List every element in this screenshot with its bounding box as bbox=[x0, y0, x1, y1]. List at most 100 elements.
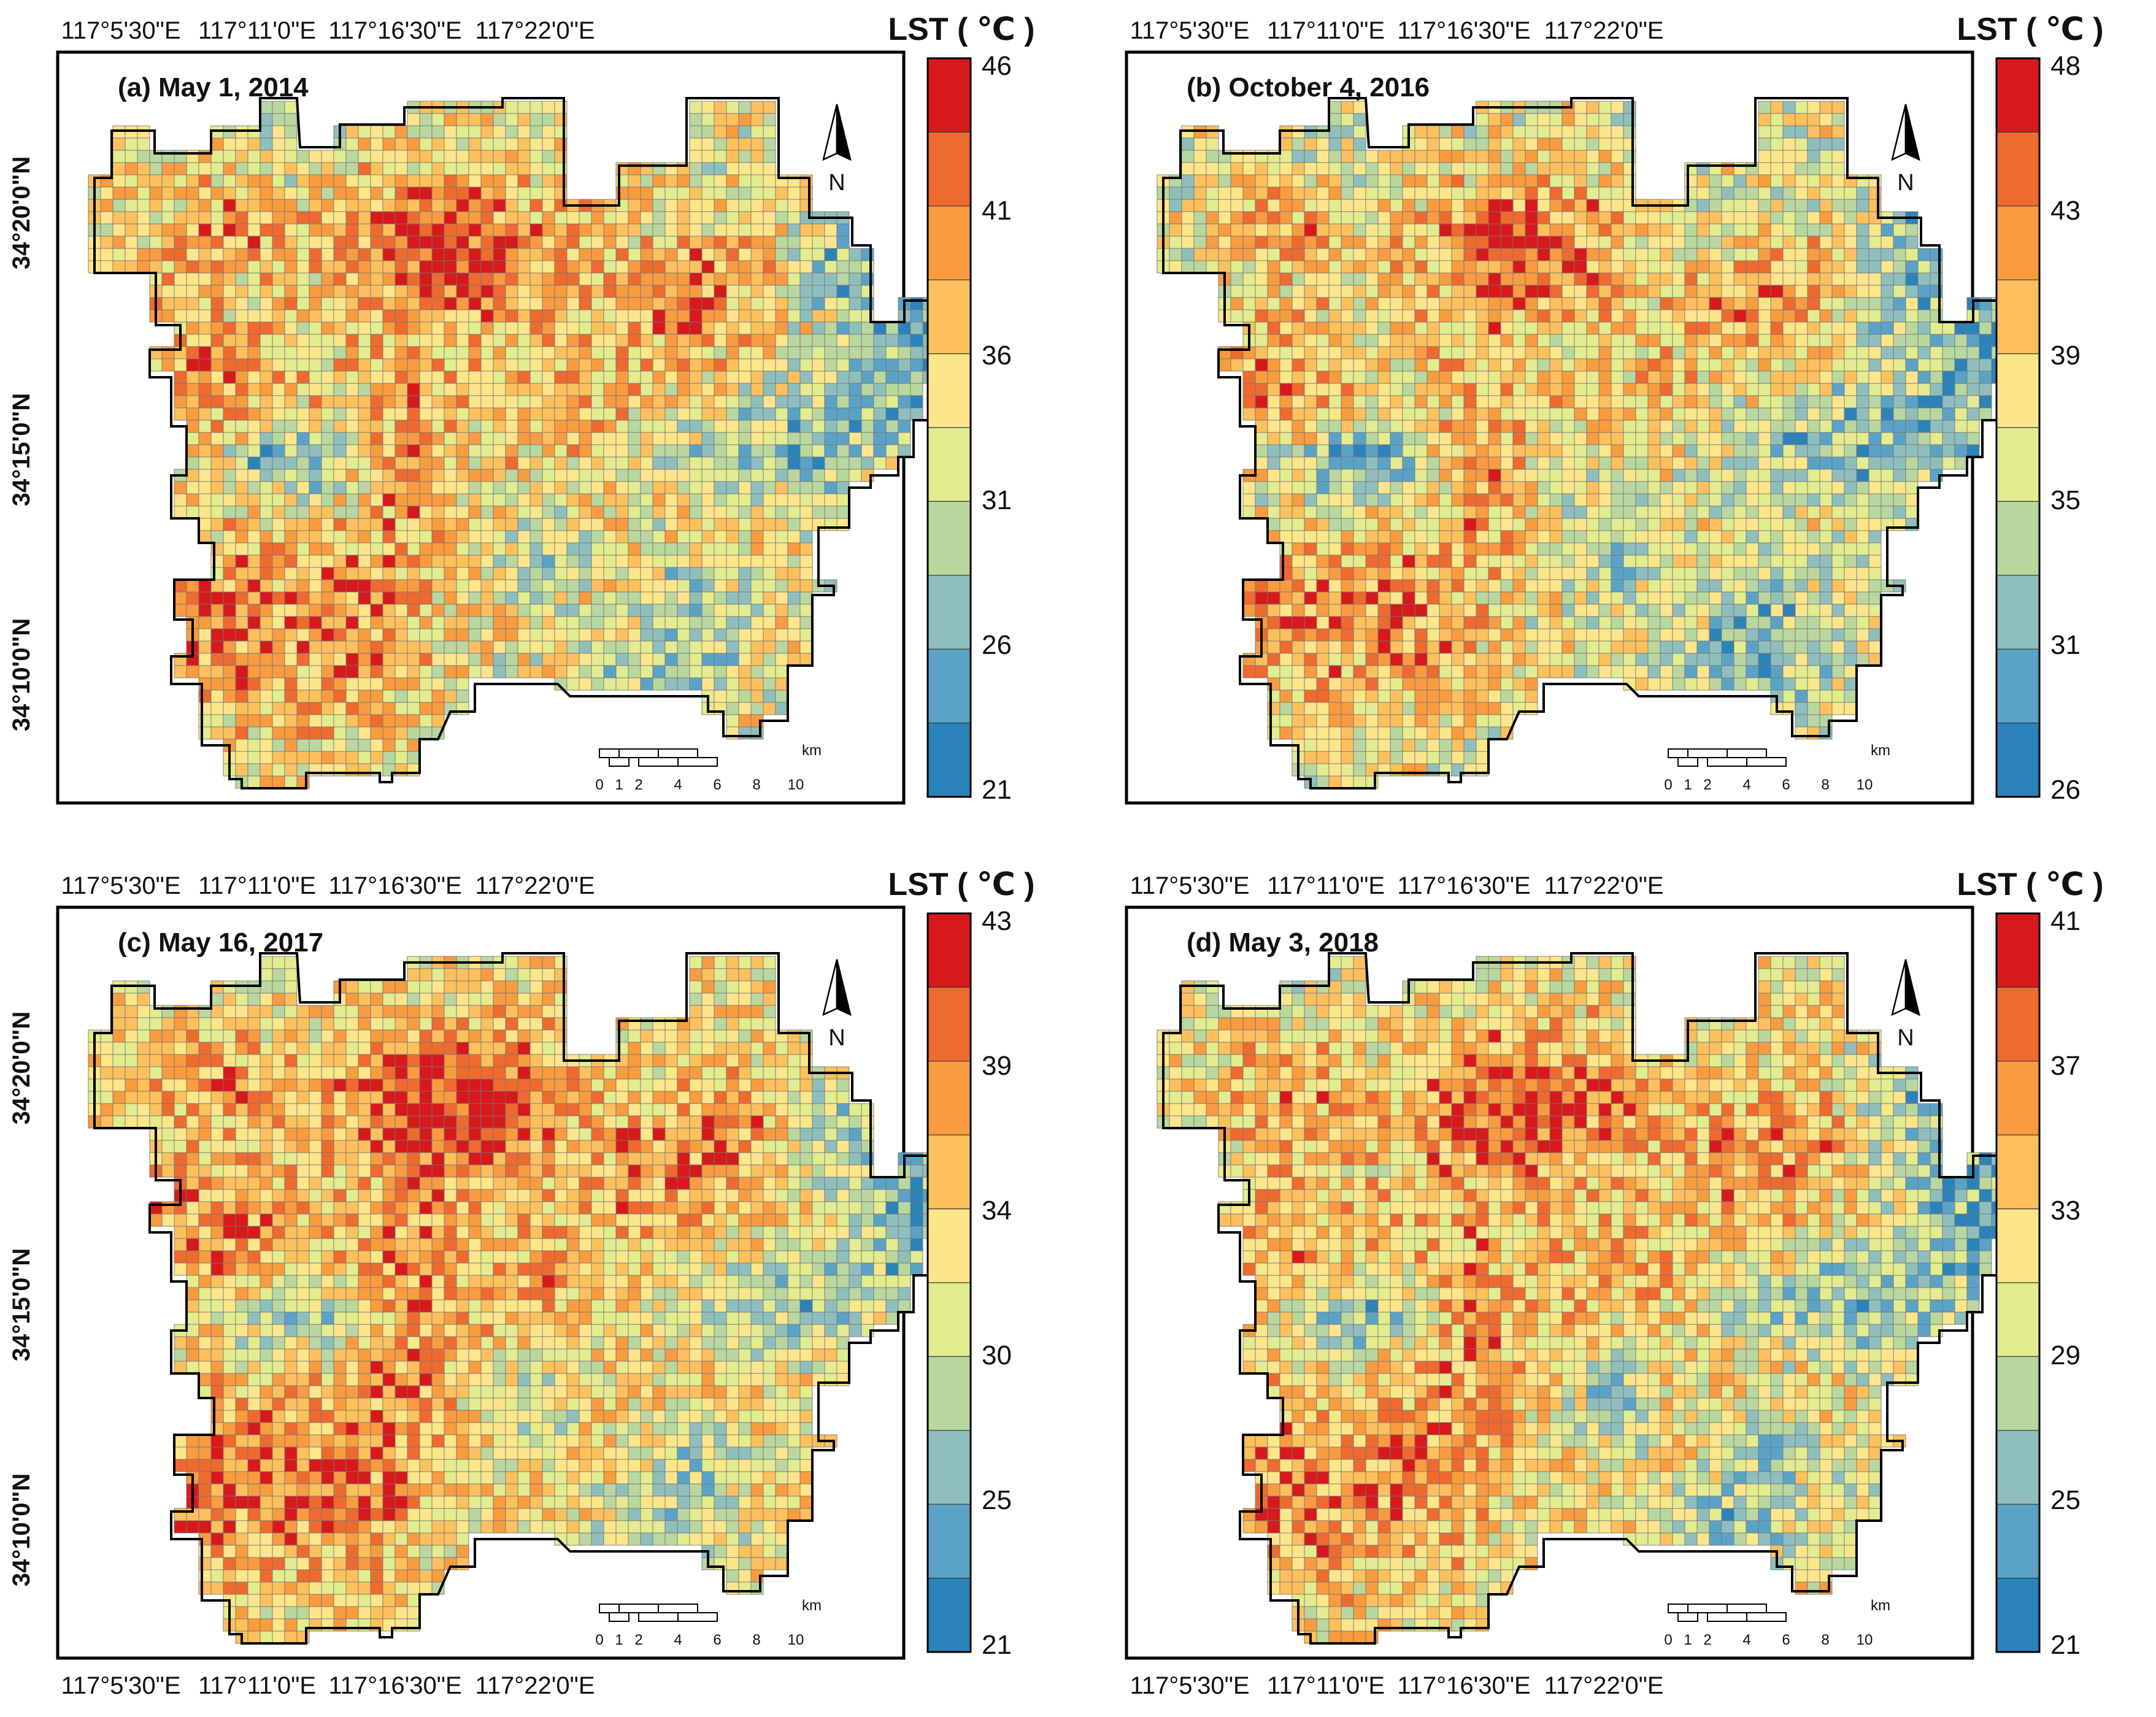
lst-cell bbox=[272, 113, 285, 126]
lst-cell bbox=[652, 542, 666, 556]
lst-cell bbox=[260, 211, 273, 225]
lst-cell bbox=[1328, 162, 1342, 175]
lst-cell bbox=[210, 653, 224, 666]
lst-cell bbox=[272, 628, 285, 642]
lst-cell bbox=[480, 248, 494, 261]
lst-cell bbox=[1561, 432, 1575, 445]
lst-cell bbox=[763, 518, 776, 531]
lst-cell bbox=[517, 407, 531, 421]
lst-cell bbox=[284, 420, 298, 433]
lst-cell bbox=[505, 579, 518, 593]
lst-cell bbox=[1390, 371, 1403, 384]
lst-cell bbox=[1292, 137, 1305, 151]
lst-cell bbox=[1549, 420, 1563, 433]
lst-cell bbox=[750, 702, 764, 715]
lst-cell bbox=[1451, 493, 1465, 507]
lst-cell bbox=[1390, 321, 1403, 335]
lst-cell bbox=[1512, 579, 1526, 593]
lst-cell bbox=[1255, 199, 1268, 212]
lst-cell bbox=[1586, 260, 1600, 274]
lst-cell bbox=[1463, 444, 1477, 458]
lst-cell bbox=[505, 493, 518, 507]
lst-cell bbox=[296, 383, 310, 396]
lst-cell bbox=[1721, 309, 1734, 323]
lst-cell bbox=[640, 640, 653, 654]
lst-cell bbox=[284, 137, 298, 151]
lst-cell bbox=[1439, 174, 1452, 188]
lst-cell bbox=[296, 420, 310, 433]
lst-cell bbox=[1414, 444, 1428, 458]
lst-cell bbox=[1635, 481, 1649, 494]
lst-cell bbox=[1942, 371, 1955, 384]
lst-cell bbox=[1795, 456, 1808, 470]
lst-cell bbox=[1721, 542, 1734, 556]
lst-cell bbox=[444, 297, 457, 310]
lst-cell bbox=[345, 236, 359, 249]
lst-cell bbox=[1316, 272, 1330, 286]
lst-cell bbox=[689, 137, 703, 151]
lst-cell bbox=[1819, 125, 1833, 139]
lst-cell bbox=[493, 334, 506, 347]
lst-cell bbox=[1623, 285, 1636, 298]
lst-cell bbox=[309, 297, 322, 310]
lst-cell bbox=[640, 260, 653, 274]
lst-cell bbox=[419, 444, 433, 458]
lst-cell bbox=[1917, 444, 1931, 458]
lst-cell bbox=[395, 137, 408, 151]
lst-cell bbox=[1905, 236, 1919, 249]
lst-cell bbox=[652, 174, 666, 188]
lst-cell bbox=[1304, 444, 1317, 458]
lst-cell bbox=[333, 407, 347, 421]
lst-cell bbox=[272, 272, 285, 286]
lst-cell bbox=[223, 689, 236, 703]
lst-cell bbox=[210, 628, 224, 642]
lst-cell bbox=[529, 493, 543, 507]
lst-cell bbox=[1733, 334, 1747, 347]
lst-cell bbox=[689, 101, 703, 114]
lst-cell bbox=[579, 334, 592, 347]
lst-cell bbox=[1623, 321, 1636, 335]
lst-cell bbox=[652, 321, 666, 335]
lst-cell bbox=[505, 150, 518, 163]
colorbar-segment bbox=[928, 575, 971, 650]
lst-cell bbox=[836, 469, 850, 482]
lst-cell bbox=[1279, 272, 1293, 286]
lst-cell bbox=[395, 751, 408, 764]
lst-cell bbox=[603, 383, 617, 396]
lst-cell bbox=[750, 199, 764, 212]
lst-cell bbox=[1586, 113, 1600, 126]
lst-cell bbox=[223, 432, 236, 445]
lst-cell bbox=[1586, 101, 1600, 114]
lst-cell bbox=[1279, 150, 1293, 163]
lst-cell bbox=[174, 260, 187, 274]
lst-cell bbox=[1390, 383, 1403, 396]
lst-cell bbox=[210, 726, 224, 740]
lst-cell bbox=[210, 150, 224, 163]
lst-cell bbox=[321, 285, 334, 298]
lst-cell bbox=[1525, 346, 1538, 359]
lst-cell bbox=[1549, 174, 1563, 188]
lst-cell bbox=[247, 567, 261, 580]
lst-cell bbox=[1574, 420, 1587, 433]
lst-cell bbox=[1672, 248, 1685, 261]
lst-cell bbox=[358, 677, 371, 691]
lst-cell bbox=[272, 751, 285, 764]
lst-cell bbox=[358, 640, 371, 654]
lst-cell bbox=[358, 407, 371, 421]
lst-cell bbox=[382, 309, 396, 323]
lst-cell bbox=[395, 432, 408, 445]
lst-cell bbox=[542, 248, 555, 261]
lst-cell bbox=[1881, 420, 1894, 433]
lst-cell bbox=[1635, 567, 1649, 580]
lst-cell bbox=[247, 505, 261, 519]
lst-cell bbox=[1684, 383, 1698, 396]
lst-cell bbox=[345, 469, 359, 482]
lst-cell bbox=[1365, 444, 1379, 458]
lst-cell bbox=[431, 174, 445, 188]
lst-cell bbox=[1868, 493, 1882, 507]
lst-cell bbox=[1954, 395, 1968, 409]
lst-cell bbox=[1635, 260, 1649, 274]
lst-cell bbox=[664, 481, 678, 494]
lst-cell bbox=[493, 211, 506, 225]
lst-cell bbox=[456, 456, 469, 470]
